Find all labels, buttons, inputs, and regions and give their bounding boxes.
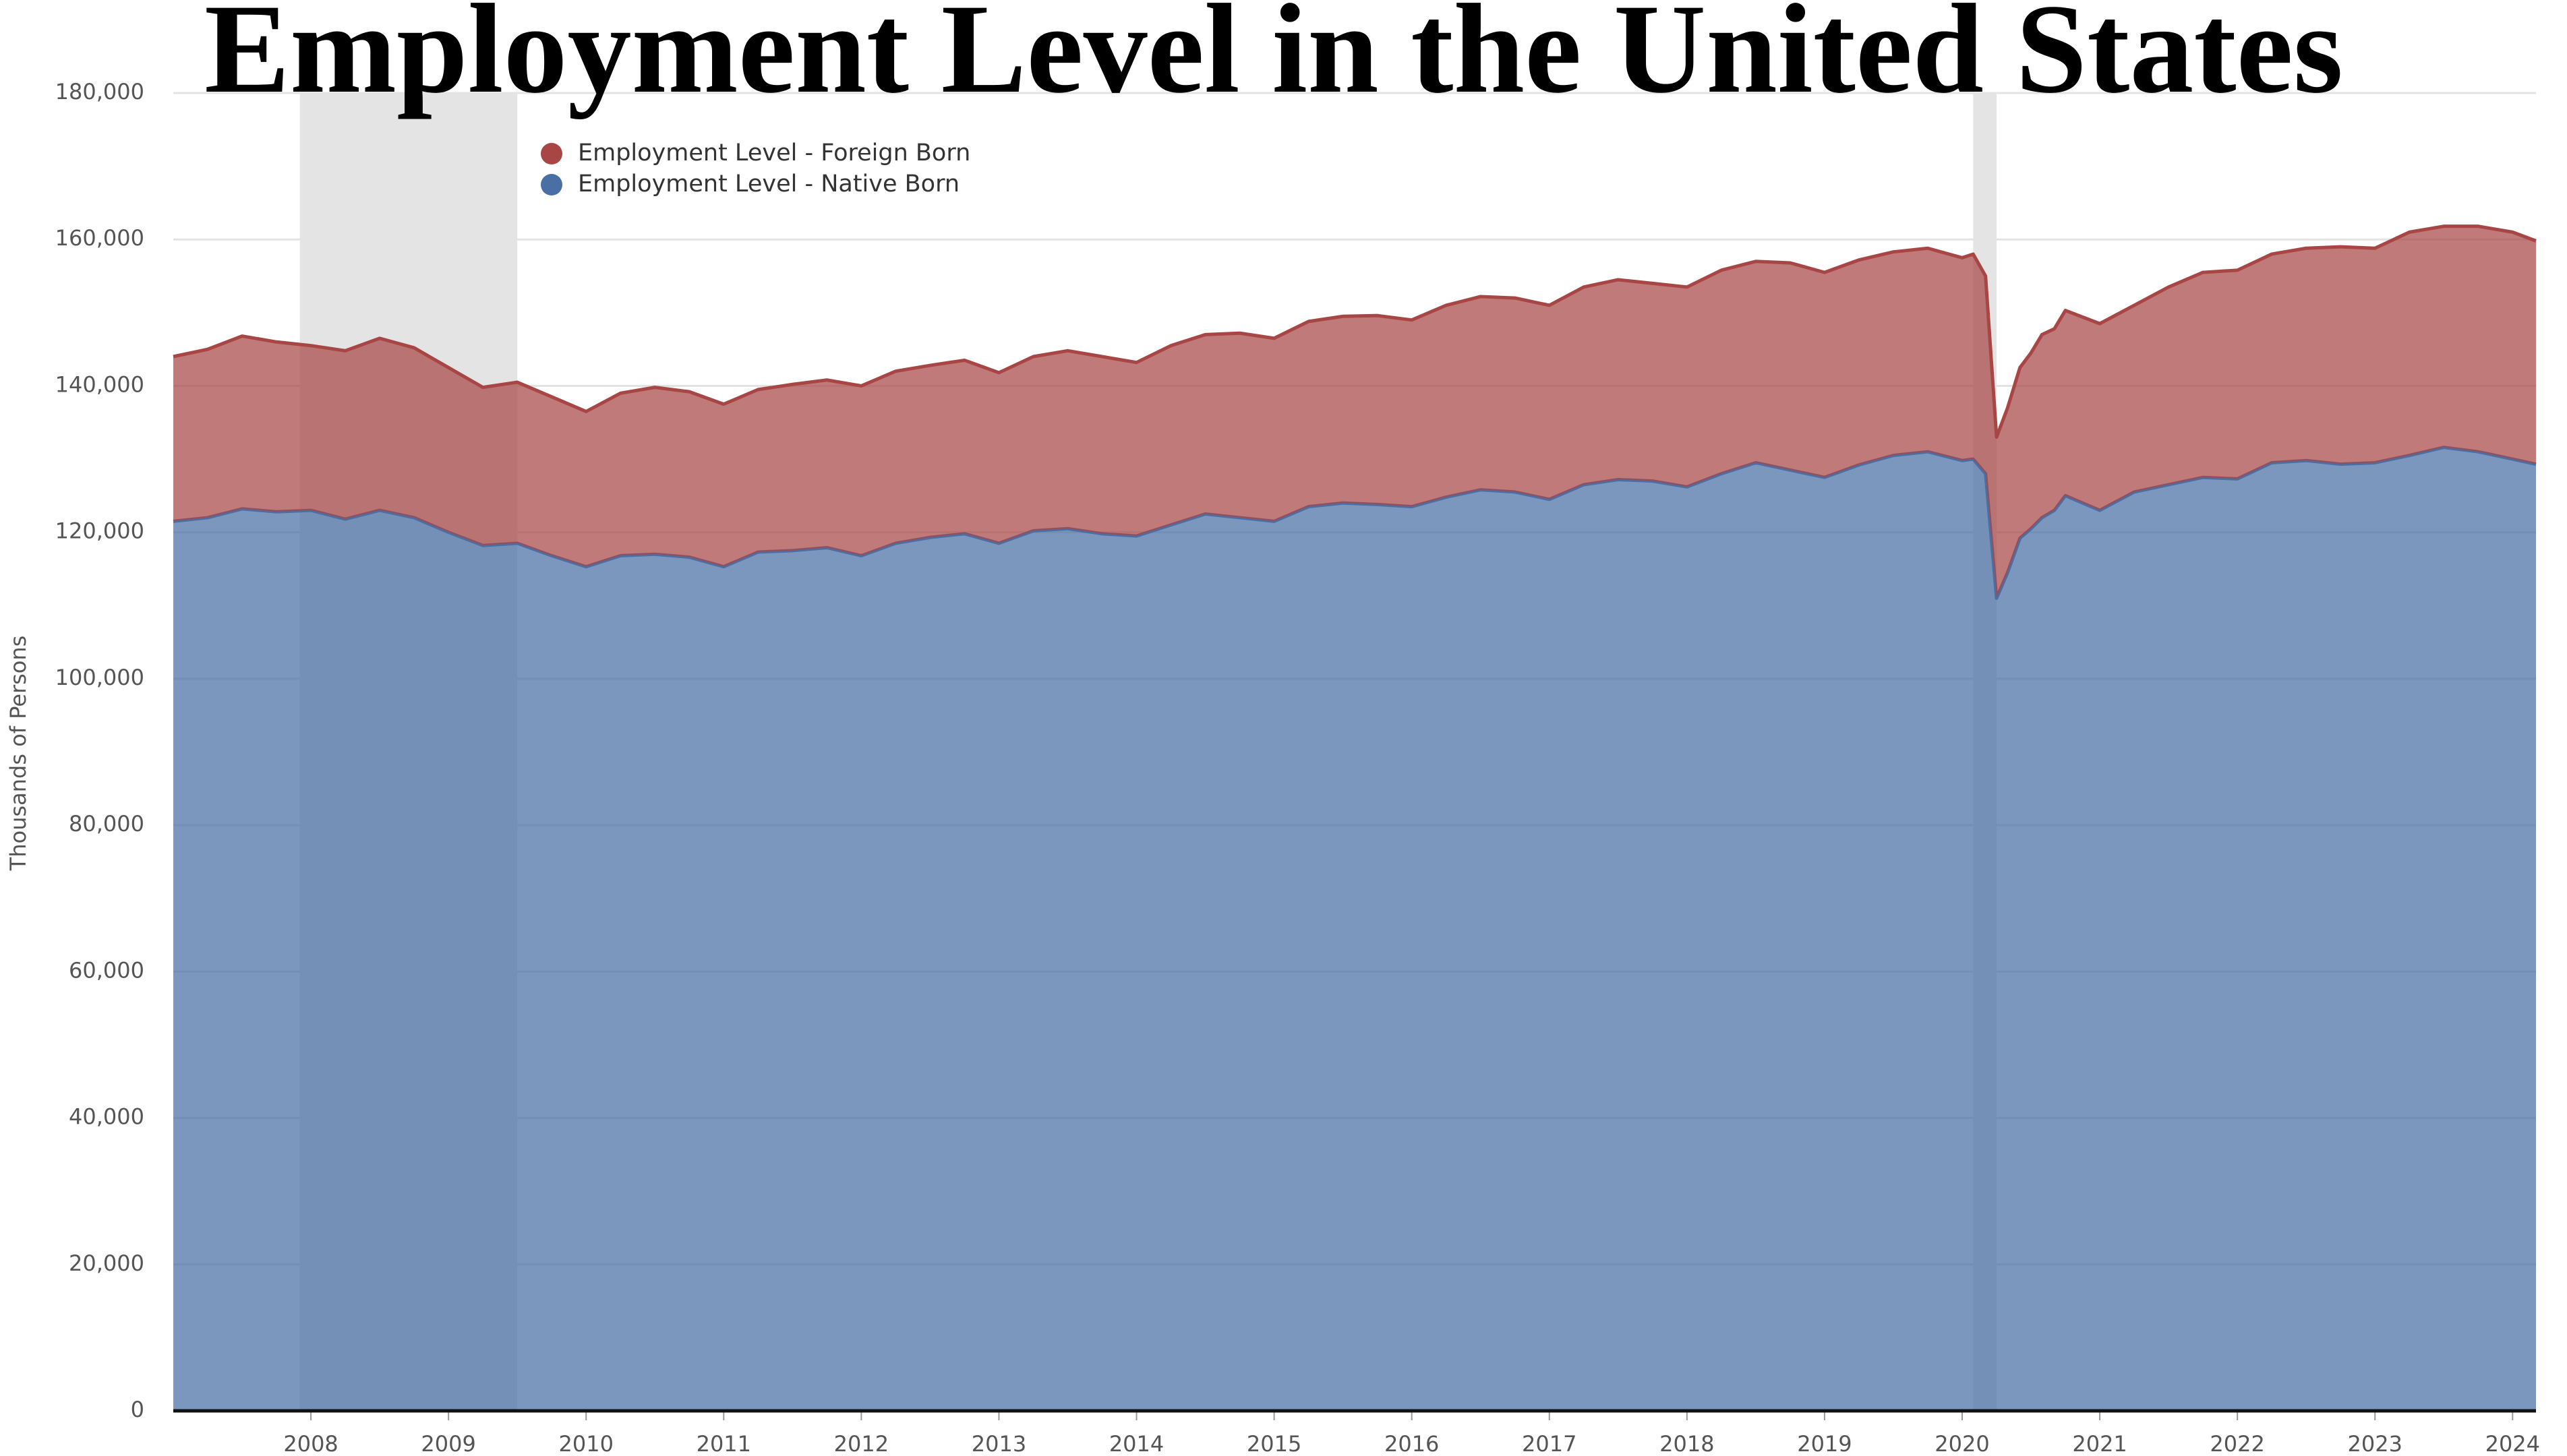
y-tick-label: 40,000 xyxy=(69,1104,144,1130)
chart-title: Employment Level in the United States xyxy=(204,0,2343,120)
x-tick-label: 2023 xyxy=(2348,1431,2402,1456)
x-tick-label: 2018 xyxy=(1659,1431,1714,1456)
area xyxy=(173,447,2536,1412)
y-tick-label: 100,000 xyxy=(55,665,144,690)
y-tick-label: 20,000 xyxy=(69,1250,144,1276)
foreground-layer: 0 20,000 40,000 60,000 80,000 100,000 120,000 1… xyxy=(55,79,2540,1456)
legend-label: Employment Level - Foreign Born xyxy=(578,140,970,166)
x-tick-label: 2017 xyxy=(1522,1431,1576,1456)
x-tick-label: 2024 xyxy=(2485,1431,2540,1456)
x-tick-label: 2021 xyxy=(2072,1431,2127,1456)
legend-label: Employment Level - Native Born xyxy=(578,171,960,198)
x-tick-label: 2011 xyxy=(697,1431,751,1456)
y-tick-label: 160,000 xyxy=(55,225,144,251)
y-axis-title: Thousands of Persons xyxy=(5,636,31,872)
x-tick-label: 2019 xyxy=(1797,1431,1852,1456)
x-tick-label: 2013 xyxy=(972,1431,1026,1456)
x-tick-label: 2012 xyxy=(834,1431,889,1456)
area xyxy=(173,226,2536,599)
y-tick-label: 140,000 xyxy=(55,371,144,397)
y-tick-label: 120,000 xyxy=(55,518,144,544)
legend-marker xyxy=(541,143,562,164)
x-tick-label: 2010 xyxy=(559,1431,614,1456)
x-tick-label: 2009 xyxy=(421,1431,475,1456)
legend-marker xyxy=(541,174,562,195)
y-tick-label: 180,000 xyxy=(55,79,144,104)
y-tick-label: 0 xyxy=(131,1397,144,1422)
area-line xyxy=(173,224,2537,439)
x-tick-label: 2022 xyxy=(2210,1431,2264,1456)
x-tick-label: 2015 xyxy=(1247,1431,1301,1456)
y-tick-label: 80,000 xyxy=(69,811,144,837)
x-tick-label: 2014 xyxy=(1109,1431,1164,1456)
x-tick-label: 2020 xyxy=(1935,1431,1989,1456)
x-tick-label: 2016 xyxy=(1384,1431,1439,1456)
areas-layer xyxy=(173,224,2537,1412)
y-tick-label: 60,000 xyxy=(69,957,144,983)
x-tick-label: 2008 xyxy=(283,1431,338,1456)
